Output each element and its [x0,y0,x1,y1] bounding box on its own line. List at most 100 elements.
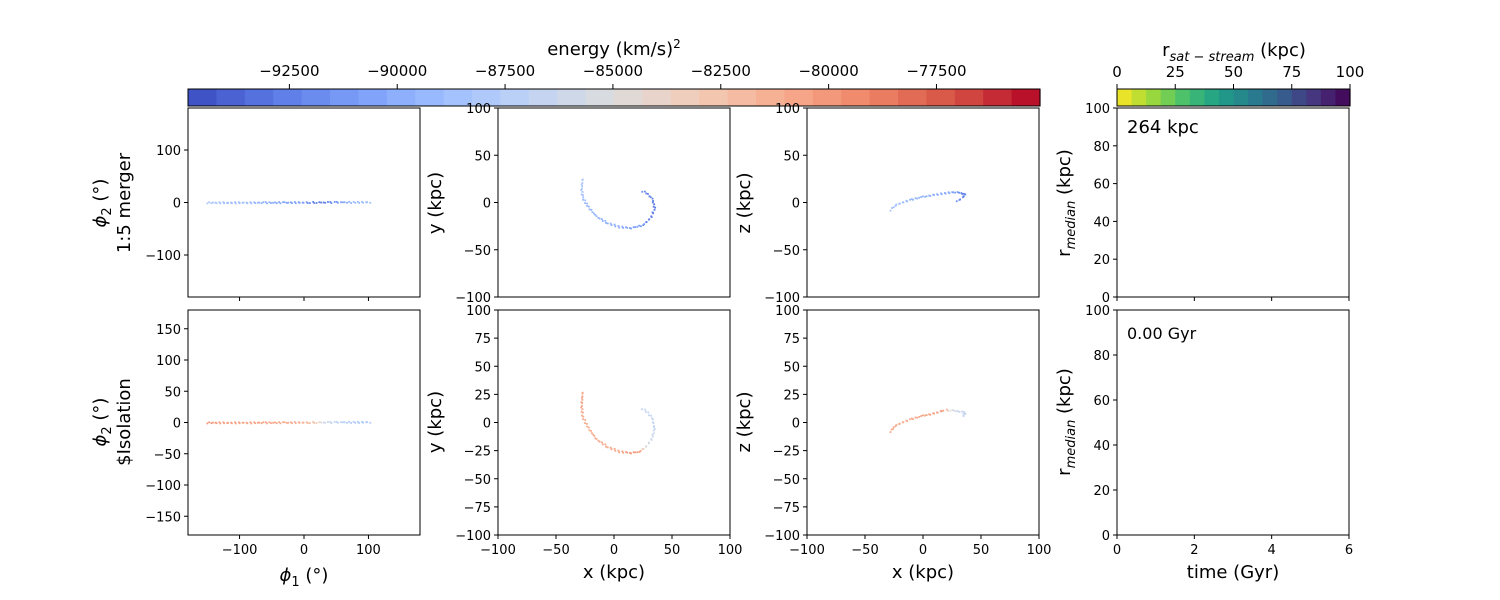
panel-iso-xy-point [652,432,655,435]
panel-iso-xy-point [628,451,631,454]
panel-iso-xy-point [582,415,585,418]
panel-iso-xy-point [618,451,621,454]
panel-merger-phi-point [268,201,271,204]
panel-iso-phi-point [268,421,271,424]
panel-iso-xz-point [925,414,928,416]
panel-iso-xy-point [580,414,583,417]
panel-merger-xy-point [651,211,654,214]
r-colorbar-band [1160,89,1176,106]
panel-merger-phi-point [306,202,309,204]
panel-merger-xy-point [622,227,625,229]
panel-merger-phi-point [250,202,253,205]
panel-merger-phi-point [249,201,252,204]
panel-iso-xy-point [593,435,596,437]
panel-iso-phi-point [242,421,245,424]
panel-merger-xy-point [618,226,621,229]
panel-merger-xy-point [648,195,651,198]
panel-iso-phi-stream [206,420,372,425]
panel-iso-xz-ytick-label: −25 [773,445,800,460]
panel-merger-phi-point [302,201,305,204]
panel-merger-phi-point [354,201,357,204]
panel-iso-xz-ytick-label: −100 [764,529,800,544]
panel-merger-xy-point [581,185,584,188]
r-colorbar-tick-label: 100 [1336,63,1365,81]
panel-iso-phi-point [298,421,301,424]
panel-iso-phi-point [318,421,321,424]
panel-iso-phi-point [302,421,305,424]
panel-iso-xy-point [588,429,591,432]
panel-iso-rmedian-ytick-label: 20 [1093,484,1110,499]
panel-merger-xy-ytick-label: 100 [466,102,491,117]
row2-ylabel: ϕ2 (°) [90,398,115,447]
panel-merger-phi-point [283,201,286,204]
panel-iso-phi-ytick-label: 0 [173,417,181,432]
panel-iso-xz-point [940,410,943,413]
panel-merger-phi-point [218,201,221,204]
time-xlabel: time (Gyr) [1187,562,1279,583]
panel-merger-phi-point [335,200,338,203]
panel-merger-xy-point [586,202,588,205]
panel-iso-xy-point [645,410,647,413]
panel-merger-phi-point [282,201,285,204]
panel-iso-xy-point [584,419,587,421]
panel-merger-phi-point [257,201,259,204]
panel-iso-phi-point [350,422,353,424]
panel-iso-xy-point [617,449,620,452]
panel-merger-xz-point [912,198,914,201]
energy-colorbar-band [585,89,615,106]
panel-iso-xy-point [648,414,650,417]
panel-merger-rmedian-ytick-label: 0 [1102,291,1110,306]
panel-merger-xz-point [955,200,958,203]
panel-iso-xy-point [586,425,589,428]
panel-iso-phi-point [222,421,225,424]
energy-colorbar-tick-label: −82500 [691,62,751,80]
panel-iso-xy-point [610,448,613,451]
panel-iso-phi-point [272,421,275,424]
panel-iso-phi-point [258,421,261,424]
panel-merger-xz-point [963,192,965,195]
panel-merger-xy-point [604,219,607,222]
panel-merger-xz-point [947,191,950,194]
panel-merger-xz-point [920,196,923,198]
panel-iso-phi-ytick-label: 100 [156,354,181,369]
panel-merger-xy-point [651,197,654,200]
panel-iso-xz-point [953,409,956,412]
panel-merger-phi-point [270,202,272,204]
panel-iso-xy-point [594,437,597,440]
panel-iso-xz-point [933,412,936,415]
panel-merger-xy-point [584,202,586,204]
panel-merger-xz-point [932,193,935,196]
panel-iso-xy-point [584,422,586,424]
panel-merger-xy-point [609,222,612,225]
r-colorbar-band [1291,89,1307,106]
energy-colorbar-band [642,89,672,106]
panel-iso-xy-ytick-label: 100 [466,304,491,319]
r-colorbar-band [1320,89,1337,106]
panel-merger-xy-point [581,187,583,190]
panel-merger-xz-point [928,194,931,197]
panel-iso-xy-point [590,429,592,432]
panel-iso-phi-point [320,421,322,424]
panel-merger-xy-point [582,196,585,199]
panel-merger-phi-point [362,201,365,204]
r-colorbar-band [1146,89,1162,106]
panel-iso-xz-point [912,418,914,421]
panel-merger-phi-point [227,201,230,204]
panel-merger-xz-point [910,198,913,200]
xz-top-ylabel: z (kpc) [734,173,755,234]
panel-iso-xy-point [621,450,624,453]
panel-merger-xy-point [581,182,584,184]
panel-merger-phi-point [346,201,348,204]
panel-merger-phi-point [342,201,344,204]
panel-merger-xy-point [593,212,595,215]
panel-iso-xy-ytick-label: −50 [464,473,491,488]
panel-merger-phi-point [214,201,217,204]
energy-colorbar-tick-label: −80000 [798,62,858,80]
energy-colorbar-band [614,89,643,106]
panel-merger-xy-point [636,225,639,228]
panel-iso-xy-point [597,439,600,442]
panel-iso-rmedian-xtick-label: 2 [1190,543,1198,558]
panel-merger-xy-point [605,222,607,224]
panel-merger-phi-point [336,201,339,204]
panel-iso-xy-point [605,445,607,448]
